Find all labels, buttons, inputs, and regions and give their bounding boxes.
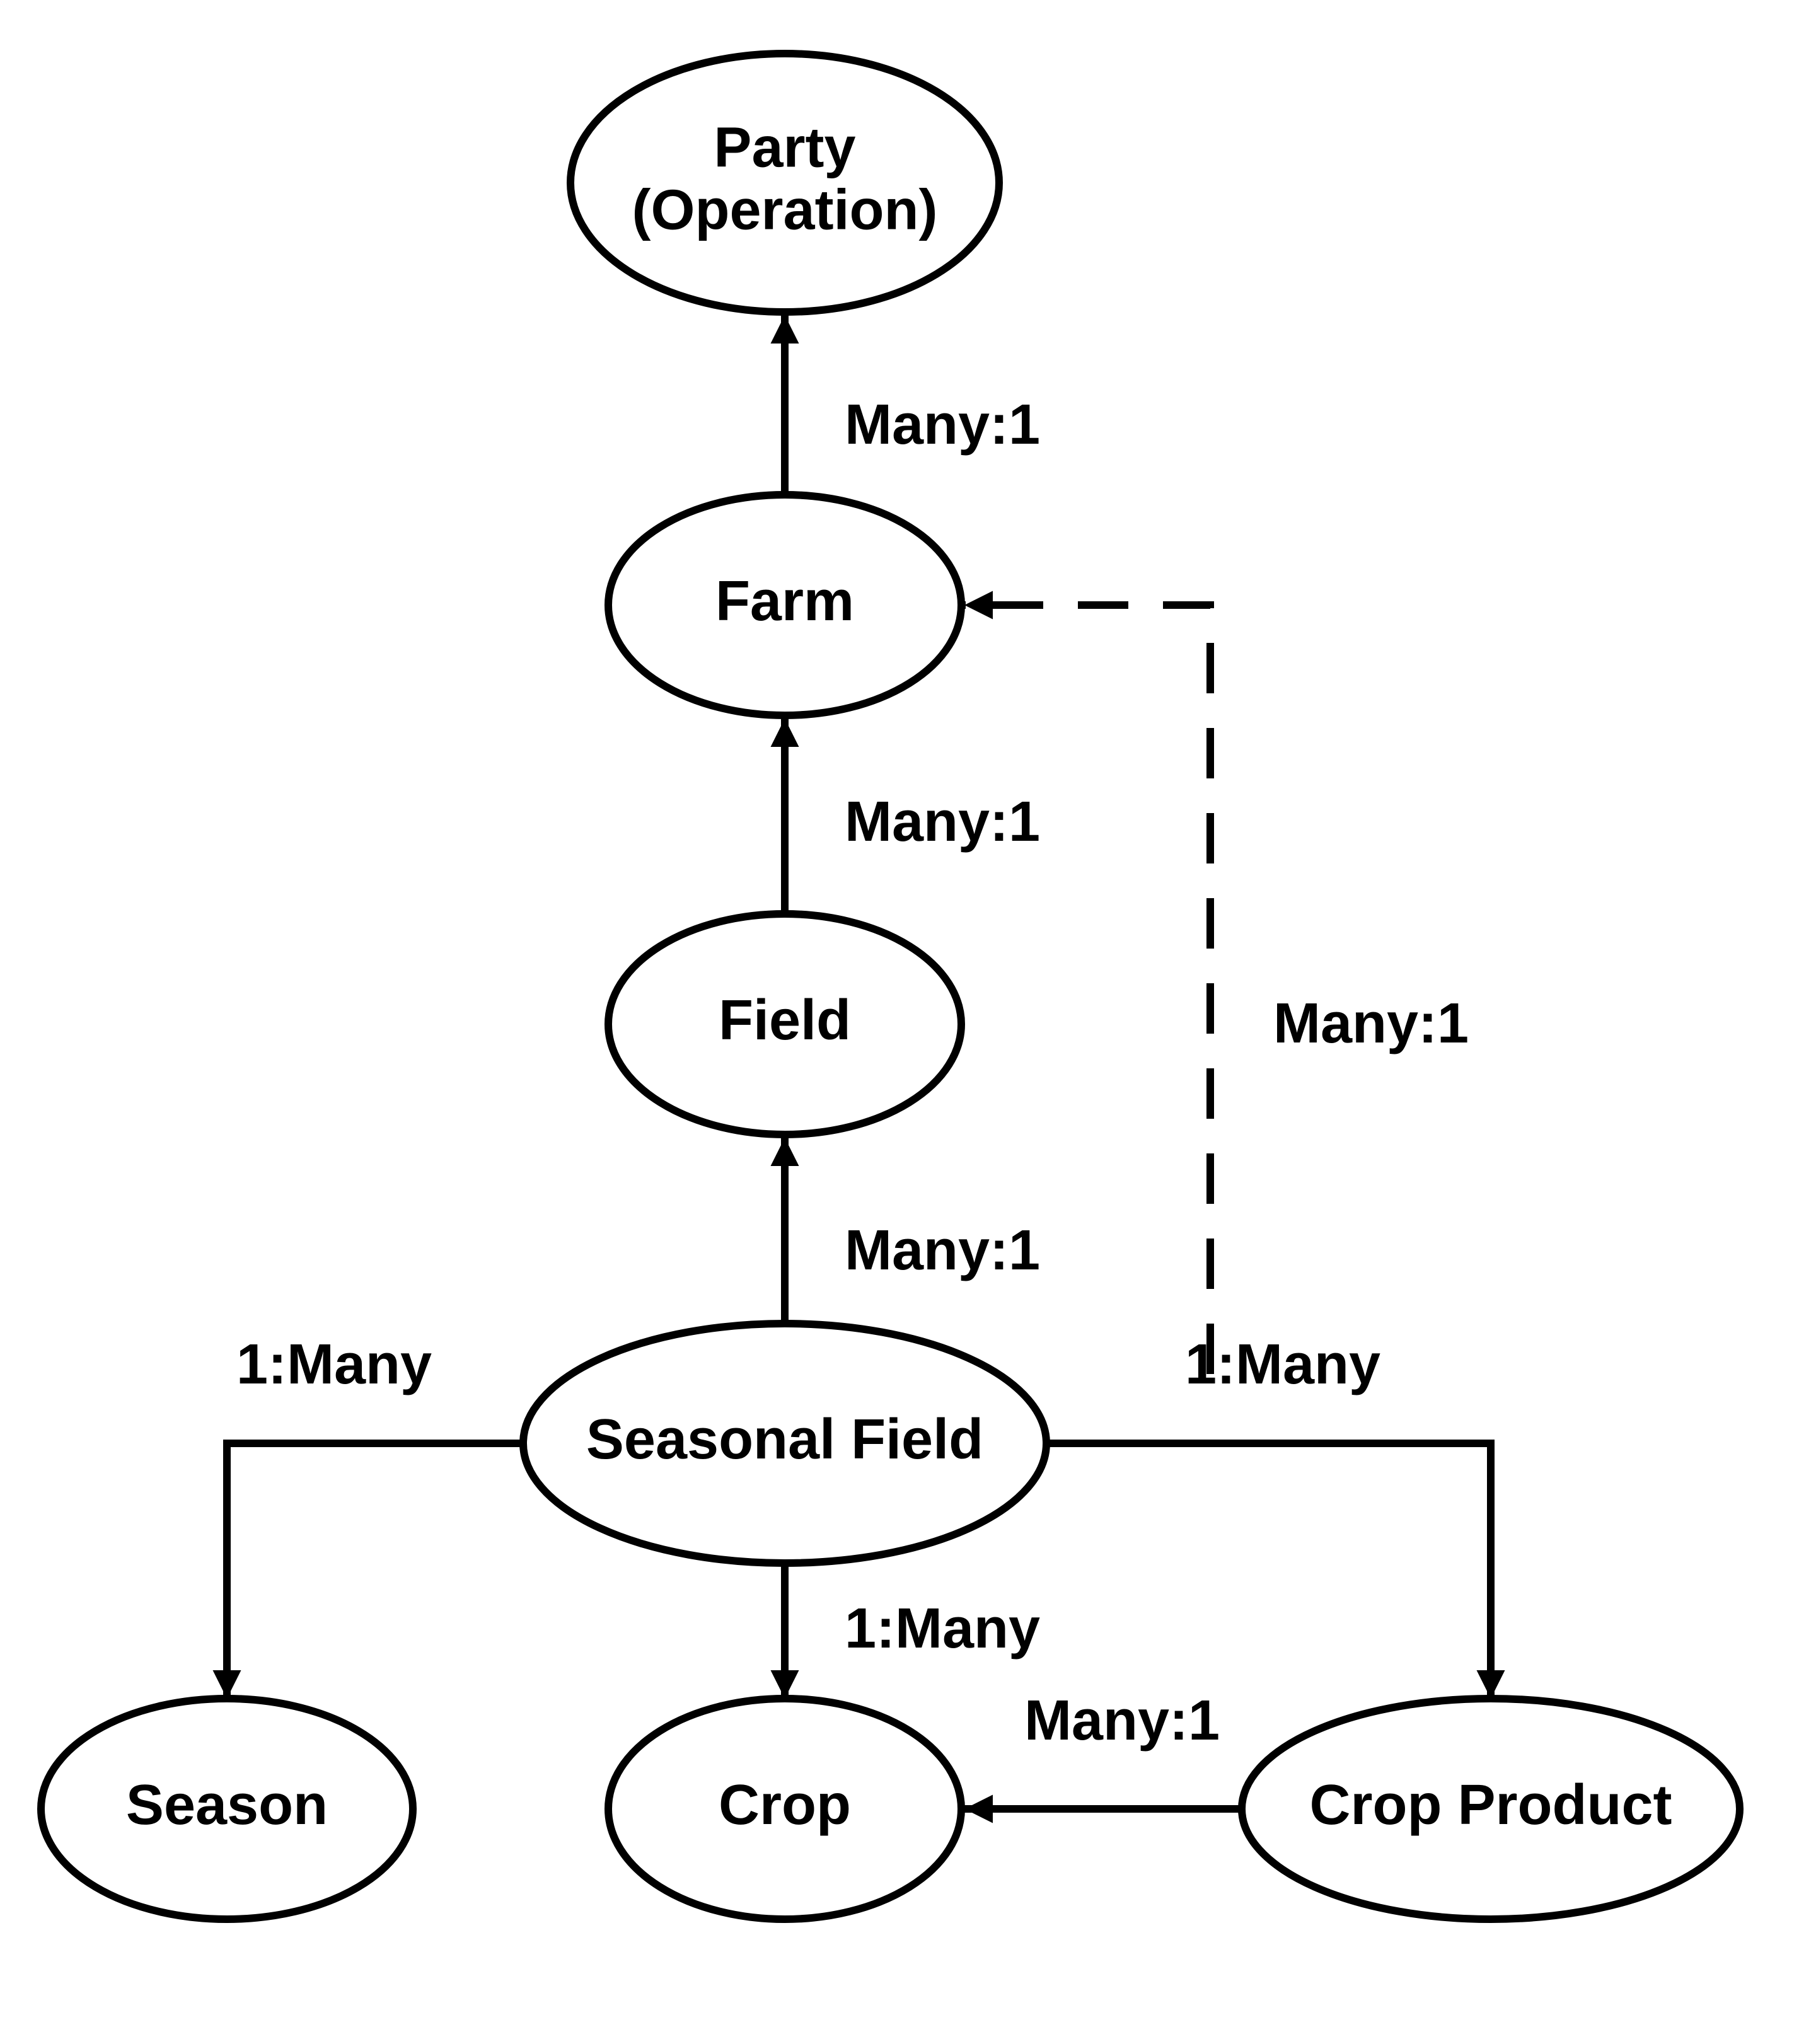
node-label-season: Season bbox=[126, 1774, 328, 1837]
edge-label-seasonal_to_field: Many:1 bbox=[845, 1219, 1040, 1282]
node-label-seasonal_field: Seasonal Field bbox=[586, 1408, 983, 1471]
edge-label-dashed_to_farm: Many:1 bbox=[1273, 992, 1469, 1055]
node-farm: Farm bbox=[608, 495, 961, 715]
node-crop_product: Crop Product bbox=[1242, 1699, 1740, 1919]
node-label-crop: Crop bbox=[719, 1774, 851, 1837]
edge-label-seasonal_to_cropproduct: 1:Many bbox=[1185, 1333, 1380, 1396]
er-diagram: Many:1 Many:1 Many:1 1:Many 1:Many 1:Many Many… bbox=[0, 0, 1799, 2044]
edge-label-cropproduct_to_crop: Many:1 bbox=[1024, 1689, 1220, 1752]
edge-label-seasonal_to_season: 1:Many bbox=[236, 1333, 432, 1396]
node-season: Season bbox=[41, 1699, 413, 1919]
edge-label-seasonal_to_crop: 1:Many bbox=[845, 1597, 1040, 1660]
node-field: Field bbox=[608, 914, 961, 1135]
node-crop: Crop bbox=[608, 1699, 961, 1919]
node-party: Party(Operation) bbox=[570, 54, 999, 312]
node-seasonal_field: Seasonal Field bbox=[523, 1324, 1046, 1563]
edge-label-field_to_farm: Many:1 bbox=[845, 790, 1040, 853]
node-label-field: Field bbox=[719, 989, 851, 1052]
node-label-crop_product: Crop Product bbox=[1310, 1774, 1672, 1837]
node-label-farm: Farm bbox=[715, 570, 854, 633]
edge-label-farm_to_party: Many:1 bbox=[845, 393, 1040, 456]
